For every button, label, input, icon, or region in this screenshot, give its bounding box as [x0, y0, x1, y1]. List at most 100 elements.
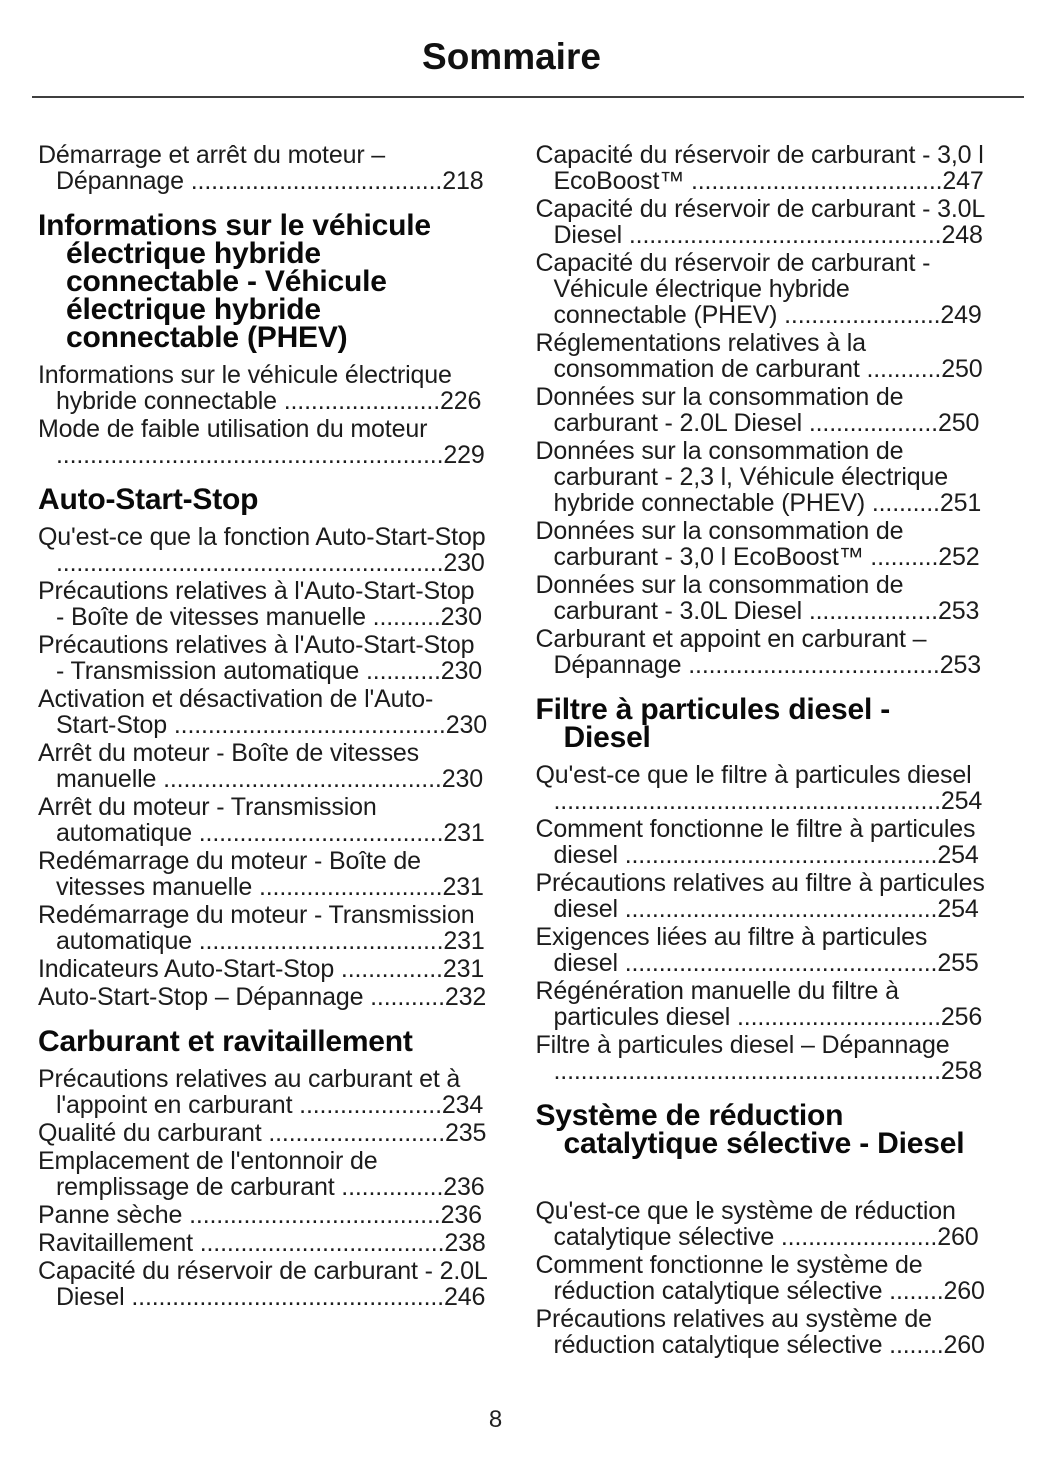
toc-columns: Démarrage et arrêt du moteur – Dépannage… [0, 98, 1055, 1360]
toc-entry-label: Panne sèche [38, 1201, 183, 1229]
toc-entry-page: 235 [445, 1119, 487, 1147]
toc-entry-label: Activation et désactivation de l'Auto-St… [38, 685, 434, 739]
dot-leader: ........................................… [624, 949, 938, 977]
toc-column-left: Démarrage et arrêt du moteur – Dépannage… [38, 142, 488, 1360]
dot-leader: ........................................… [56, 441, 444, 469]
toc-entry-page: 230 [440, 603, 482, 631]
dot-leader: ........................................… [553, 1057, 942, 1085]
toc-entry: Réglementations relatives à la consommat… [536, 330, 986, 382]
toc-entry-page: 260 [937, 1223, 979, 1251]
toc-entry: Précautions relatives au système de rédu… [536, 1306, 986, 1358]
toc-entry-page: 230 [443, 549, 485, 577]
toc-entry-label: Démarrage et arrêt du moteur – Dépannage [38, 141, 386, 195]
toc-entry-label: Capacité du réservoir de carburant - Véh… [535, 249, 931, 329]
page-number: 8 [488, 1406, 503, 1433]
dot-leader: ........................................… [56, 549, 444, 577]
toc-entry-label: Qu'est-ce que le filtre à particules die… [535, 761, 972, 789]
toc-entry-page: 232 [444, 983, 487, 1011]
toc-entry: Carburant et appoint en carburant – Dépa… [536, 626, 986, 678]
dot-leader: ........................................… [163, 765, 442, 793]
toc-entry: Qualité du carburant ...................… [38, 1120, 488, 1146]
toc-entry-label: Qu'est-ce que le système de réduction ca… [535, 1197, 956, 1251]
toc-entry-label: Précautions relatives à l'Auto-Start-Sto… [38, 577, 475, 631]
toc-entry-page: 250 [941, 355, 983, 383]
toc-entry: Qu'est-ce que le filtre à particules die… [536, 762, 986, 814]
toc-entry: Données sur la consommation de carburant… [536, 518, 986, 570]
toc-entry-label: Comment fonctionne le système de réducti… [535, 1251, 923, 1305]
dot-leader: .................................... [199, 1229, 445, 1257]
toc-entry: Capacité du réservoir de carburant - 2.0… [38, 1258, 488, 1310]
toc-entry-page: 231 [442, 955, 485, 983]
dot-leader: ........ [889, 1277, 944, 1305]
dot-leader: ........................................… [624, 841, 938, 869]
dot-leader: ..................................... [690, 167, 943, 195]
toc-section-heading: Auto-Start-Stop [38, 483, 259, 516]
toc-entry: Arrêt du moteur - Transmission automatiq… [38, 794, 488, 846]
toc-entry-page: 254 [937, 895, 979, 923]
toc-entry-label: Indicateurs Auto-Start-Stop [38, 955, 335, 983]
dot-leader: ........................................… [628, 221, 942, 249]
toc-entry: Régénération manuelle du filtre à partic… [536, 978, 986, 1030]
toc-entry: Précautions relatives à l'Auto-Start-Sto… [38, 632, 488, 684]
dot-leader: ..................................... [688, 651, 940, 679]
toc-entry: Données sur la consommation de carburant… [536, 438, 986, 516]
dot-leader: ........................................… [131, 1283, 444, 1311]
toc-entry-page: 249 [940, 301, 982, 329]
toc-entry: Redémarrage du moteur - Boîte de vitesse… [38, 848, 488, 900]
toc-entry-page: 260 [943, 1331, 985, 1359]
toc-entry-label: Mode de faible utilisation du moteur [38, 415, 428, 443]
dot-leader: ............... [340, 955, 443, 983]
toc-entry: Mode de faible utilisation du moteur ...… [38, 416, 488, 468]
toc-entry: Données sur la consommation de carburant… [536, 572, 986, 624]
toc-entry: Précautions relatives au carburant et à … [38, 1066, 488, 1118]
toc-entry: Capacité du réservoir de carburant - Véh… [536, 250, 986, 328]
toc-entry-label: Capacité du réservoir de carburant - 3,0… [535, 141, 984, 195]
toc-entry: Précautions relatives à l'Auto-Start-Sto… [38, 578, 488, 630]
toc-entry-label: Précautions relatives au système de rédu… [535, 1305, 932, 1359]
toc-entry-label: Précautions relatives au carburant et à … [38, 1065, 461, 1119]
toc-entry-label: Arrêt du moteur - Transmission automatiq… [38, 793, 377, 847]
toc-entry-page: 230 [445, 711, 487, 739]
dot-leader: .............................. [737, 1003, 941, 1031]
toc-entry-page: 252 [938, 543, 980, 571]
toc-entry-label: Capacité du réservoir de carburant - 3.0… [535, 195, 985, 249]
toc-entry-page: 247 [942, 167, 984, 195]
dot-leader: ................... [808, 597, 938, 625]
dot-leader: ..................................... [189, 1201, 441, 1229]
toc-entry-label: Comment fonctionne le filtre à particule… [535, 815, 976, 869]
dot-leader: ........................................… [553, 787, 942, 815]
toc-entry: Auto-Start-Stop – Dépannage ...........2… [38, 984, 488, 1010]
toc-entry-label: Données sur la consommation de carburant… [535, 517, 904, 571]
toc-entry: Activation et désactivation de l'Auto-St… [38, 686, 488, 738]
toc-entry-label: Précautions relatives à l'Auto-Start-Sto… [38, 631, 475, 685]
manual-toc-page: Sommaire Démarrage et arrêt du moteur – … [0, 36, 1055, 1433]
toc-entry-page: 230 [441, 765, 483, 793]
toc-entry: Arrêt du moteur - Boîte de vitesses manu… [38, 740, 488, 792]
toc-entry-page: 255 [937, 949, 979, 977]
toc-entry-label: Informations sur le véhicule électrique … [38, 361, 452, 415]
toc-entry-page: 254 [940, 787, 983, 815]
dot-leader: ....................... [283, 387, 441, 415]
toc-entry: Qu'est-ce que le système de réduction ca… [536, 1198, 986, 1250]
toc-entry-label: Données sur la consommation de carburant… [535, 571, 904, 625]
toc-entry-label: Capacité du réservoir de carburant - 2.0… [38, 1257, 487, 1311]
toc-entry: Panne sèche ............................… [38, 1202, 488, 1228]
toc-entry-page: 234 [441, 1091, 484, 1119]
toc-entry-label: Emplacement de l'entonnoir de remplissag… [38, 1147, 378, 1201]
toc-entry-label: Arrêt du moteur - Boîte de vitesses manu… [38, 739, 420, 793]
dot-leader: ........... [370, 983, 445, 1011]
toc-entry-label: Qu'est-ce que la fonction Auto-Start-Sto… [38, 523, 486, 551]
toc-entry: Démarrage et arrêt du moteur – Dépannage… [38, 142, 488, 194]
dot-leader: ..................... [299, 1091, 442, 1119]
toc-entry-page: 231 [443, 819, 485, 847]
toc-entry-page: 226 [440, 387, 482, 415]
page-title: Sommaire [422, 36, 601, 77]
toc-entry: Comment fonctionne le système de réducti… [536, 1252, 986, 1304]
toc-entry-label: Régénération manuelle du filtre à partic… [535, 977, 899, 1031]
dot-leader: ........................... [258, 873, 443, 901]
toc-entry-page: 258 [940, 1057, 983, 1085]
toc-entry-page: 253 [937, 597, 980, 625]
toc-entry: Qu'est-ce que la fonction Auto-Start-Sto… [38, 524, 488, 576]
toc-entry-page: 260 [943, 1277, 985, 1305]
dot-leader: .................................... [198, 819, 444, 847]
